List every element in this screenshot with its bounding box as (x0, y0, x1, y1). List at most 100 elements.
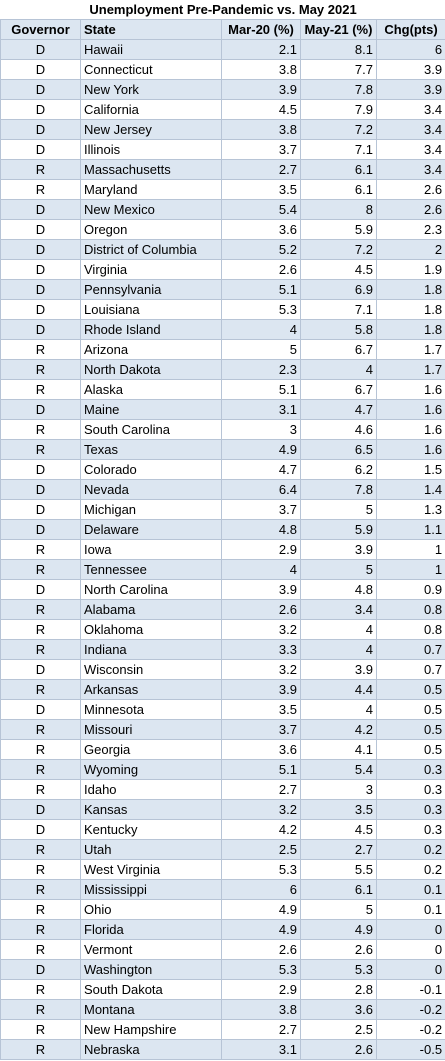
governor-cell: D (0, 659, 81, 680)
may21-cell: 7.2 (300, 239, 377, 260)
governor-cell: D (0, 79, 81, 100)
may21-cell: 2.6 (300, 939, 377, 960)
state-cell: District of Columbia (80, 239, 222, 260)
table-row: R Oklahoma 3.2 4 0.8 (0, 619, 445, 640)
change-cell: 0.1 (375, 879, 445, 900)
table-row: R Alaska 5.1 6.7 1.6 (0, 379, 445, 400)
table-title: Unemployment Pre-Pandemic vs. May 2021 (0, 0, 445, 20)
state-cell: Alabama (80, 599, 222, 620)
may21-cell: 3.4 (300, 599, 377, 620)
mar20-cell: 4 (221, 559, 301, 580)
may21-cell: 4 (300, 639, 377, 660)
mar20-cell: 2.9 (221, 979, 301, 1000)
table-row: D Oregon 3.6 5.9 2.3 (0, 219, 445, 240)
table-row: R Texas 4.9 6.5 1.6 (0, 439, 445, 460)
table-row: D Connecticut 3.8 7.7 3.9 (0, 59, 445, 80)
state-cell: Arizona (80, 339, 222, 360)
change-cell: 1.6 (375, 439, 445, 460)
change-cell: 0.7 (375, 659, 445, 680)
mar20-cell: 5.3 (221, 299, 301, 320)
state-cell: Rhode Island (80, 319, 222, 340)
table-row: R Idaho 2.7 3 0.3 (0, 779, 445, 800)
table-row: D Pennsylvania 5.1 6.9 1.8 (0, 279, 445, 300)
table-row: D California 4.5 7.9 3.4 (0, 99, 445, 120)
change-cell: 2.3 (375, 219, 445, 240)
governor-cell: D (0, 119, 81, 140)
governor-cell: R (0, 859, 81, 880)
table-row: R South Carolina 3 4.6 1.6 (0, 419, 445, 440)
header-row: Governor State Mar-20 (%) May-21 (%) Chg(pts… (0, 19, 445, 40)
governor-cell: R (0, 379, 81, 400)
change-cell: 1.3 (375, 499, 445, 520)
state-cell: Maine (80, 399, 222, 420)
governor-cell: D (0, 319, 81, 340)
state-cell: Missouri (80, 719, 222, 740)
state-cell: Delaware (80, 519, 222, 540)
may21-cell: 5 (300, 499, 377, 520)
change-cell: 1.6 (375, 399, 445, 420)
mar20-cell: 3.6 (221, 219, 301, 240)
may21-cell: 6.1 (300, 159, 377, 180)
mar20-cell: 3.8 (221, 999, 301, 1020)
state-cell: Virginia (80, 259, 222, 280)
table-row: R Iowa 2.9 3.9 1 (0, 539, 445, 560)
change-cell: 0.3 (375, 819, 445, 840)
mar20-cell: 4.2 (221, 819, 301, 840)
table-row: D Virginia 2.6 4.5 1.9 (0, 259, 445, 280)
governor-cell: R (0, 339, 81, 360)
mar20-cell: 4 (221, 319, 301, 340)
governor-cell: R (0, 999, 81, 1020)
mar20-cell: 3.5 (221, 179, 301, 200)
state-cell: Colorado (80, 459, 222, 480)
governor-cell: D (0, 399, 81, 420)
may21-cell: 3.5 (300, 799, 377, 820)
governor-cell: R (0, 159, 81, 180)
change-cell: 1.6 (375, 379, 445, 400)
may21-cell: 3.6 (300, 999, 377, 1020)
state-cell: South Dakota (80, 979, 222, 1000)
mar20-cell: 6.4 (221, 479, 301, 500)
may21-cell: 4 (300, 699, 377, 720)
mar20-cell: 2.1 (221, 39, 301, 60)
governor-cell: D (0, 39, 81, 60)
table-row: D Delaware 4.8 5.9 1.1 (0, 519, 445, 540)
change-cell: 3.9 (375, 59, 445, 80)
may21-cell: 5.3 (300, 959, 377, 980)
may21-cell: 5.8 (300, 319, 377, 340)
change-cell: 1.4 (375, 479, 445, 500)
table-row: R Missouri 3.7 4.2 0.5 (0, 719, 445, 740)
change-cell: 0.2 (375, 839, 445, 860)
table-row: D Illinois 3.7 7.1 3.4 (0, 139, 445, 160)
table-row: D New Mexico 5.4 8 2.6 (0, 199, 445, 220)
governor-cell: R (0, 619, 81, 640)
governor-cell: R (0, 359, 81, 380)
state-cell: Massachusetts (80, 159, 222, 180)
governor-cell: D (0, 299, 81, 320)
table-row: R Tennessee 4 5 1 (0, 559, 445, 580)
state-cell: Connecticut (80, 59, 222, 80)
change-cell: -0.5 (375, 1039, 445, 1060)
state-cell: Montana (80, 999, 222, 1020)
table-row: R Nebraska 3.1 2.6 -0.5 (0, 1039, 445, 1060)
governor-cell: D (0, 519, 81, 540)
mar20-cell: 4.9 (221, 899, 301, 920)
table-row: D New Jersey 3.8 7.2 3.4 (0, 119, 445, 140)
change-cell: 0.5 (375, 719, 445, 740)
governor-cell: D (0, 139, 81, 160)
may21-cell: 5 (300, 899, 377, 920)
state-cell: South Carolina (80, 419, 222, 440)
may21-cell: 6.2 (300, 459, 377, 480)
change-cell: 2 (375, 239, 445, 260)
state-cell: Texas (80, 439, 222, 460)
governor-cell: D (0, 239, 81, 260)
table-row: D Washington 5.3 5.3 0 (0, 959, 445, 980)
table-row: D North Carolina 3.9 4.8 0.9 (0, 579, 445, 600)
table-row: R Indiana 3.3 4 0.7 (0, 639, 445, 660)
may21-cell: 5.9 (300, 219, 377, 240)
may21-cell: 4 (300, 619, 377, 640)
state-cell: Utah (80, 839, 222, 860)
mar20-cell: 2.9 (221, 539, 301, 560)
table-row: D Maine 3.1 4.7 1.6 (0, 399, 445, 420)
table-row: D Kansas 3.2 3.5 0.3 (0, 799, 445, 820)
